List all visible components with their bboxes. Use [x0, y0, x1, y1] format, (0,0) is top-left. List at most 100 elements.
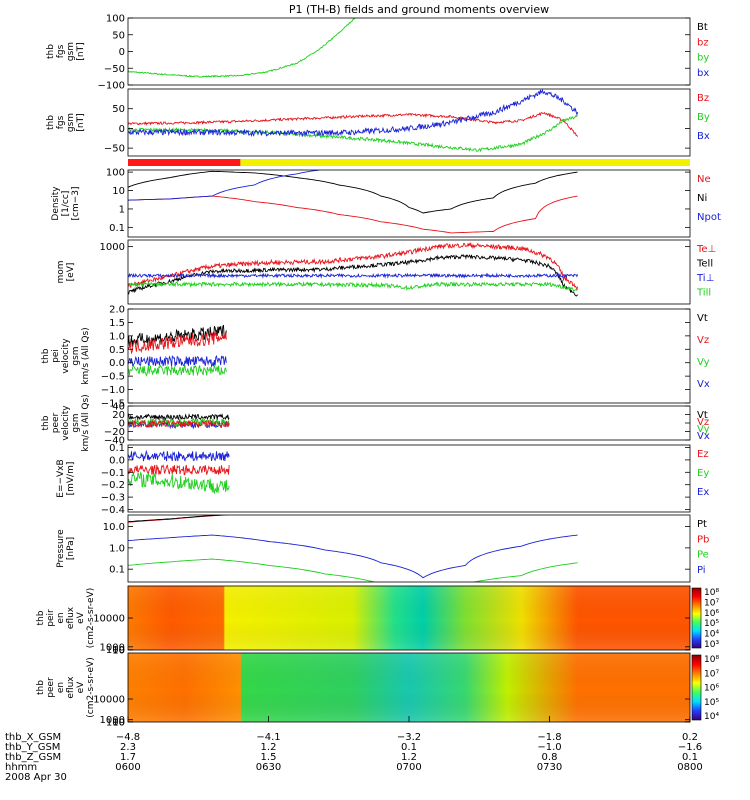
panel-p1: 100 50 0 −50 −100 thb fgs gsm [nT] Bt bz by bx [46, 14, 709, 92]
x-row-value: 0.2 [682, 732, 698, 743]
legend-entry: bz [697, 37, 709, 48]
panel-frame [127, 239, 691, 305]
y-tick-label: 0.0 [109, 358, 125, 369]
series-line-Vx [128, 354, 227, 368]
y-axis-label: pei [51, 349, 61, 363]
y-tick-label: 0 [119, 124, 125, 135]
y-axis-label: Pressure [56, 529, 66, 568]
y-tick-label: 50 [112, 30, 125, 41]
x-row-value: 0.1 [682, 752, 698, 763]
panel-p8: 10.0 1.0 0.1 Pressure [nPa] Pt Pb Pe Pi [56, 514, 709, 583]
series-line-Vz [128, 331, 227, 355]
legend-entry: Ti⊥ [696, 273, 714, 284]
y-tick-label: −40 [104, 436, 125, 447]
series-line-Bx [128, 89, 579, 138]
series-line-Vt [128, 413, 230, 421]
series-line-By [128, 115, 578, 153]
legend-entry: by [697, 53, 709, 64]
panel-frame [127, 169, 691, 238]
x-row-value: 0800 [677, 762, 702, 773]
y-axis-label: eV [76, 681, 86, 694]
x-row-value: −4.1 [256, 732, 280, 743]
colorbar [691, 587, 702, 649]
y-axis-label: gsm [71, 346, 81, 365]
x-row-value: 0700 [396, 762, 421, 773]
colorbar-tick-label: 10⁸ [704, 588, 719, 598]
x-row-label: hhmm [5, 762, 37, 773]
y-tick-label: 0 [119, 47, 125, 58]
y-tick-label: 20 [112, 410, 125, 421]
y-axis-label: [mV/m] [66, 462, 76, 496]
x-row-value: 0600 [115, 762, 140, 773]
colorbar-tick-label: 10⁵ [704, 698, 719, 708]
legend-entry: Ne [697, 174, 711, 185]
series-line-Ex [128, 449, 230, 462]
x-row-value: 1.7 [120, 752, 136, 763]
y-tick-label: 1.0 [109, 331, 125, 342]
series-line-Pt [128, 515, 229, 523]
y-axis-label: [nPa] [66, 537, 76, 560]
y-axis-label: en [56, 612, 66, 623]
series-line-Pi [128, 534, 578, 579]
legend-entry: Vt [697, 410, 708, 421]
y-tick-label: −0.3 [101, 493, 125, 504]
y-tick-label: 0.1 [109, 565, 125, 576]
x-row-value: 1.2 [401, 752, 417, 763]
y-tick-label: 0.1 [109, 223, 125, 234]
legend-entry: Ex [697, 487, 709, 498]
series-line-Bz [128, 111, 578, 137]
legend-entry: Npot [697, 212, 721, 223]
panel-p5: 2.0 1.5 1.0 0.5 0.0 −0.5 −1.0 −1.5 thb pei velocit… [41, 305, 710, 410]
y-tick-label: 0.0 [109, 455, 125, 466]
colorbar-tick-label: 10⁶ [704, 609, 719, 619]
y-axis-label: fgs [56, 44, 66, 58]
legend-entry: Vx [697, 431, 710, 442]
y-axis-label: fgs [56, 115, 66, 129]
y-axis-label: Density [51, 186, 61, 221]
y-axis-label: (cm2-s-sr-eV) [86, 588, 96, 648]
legend-entry: Pe [697, 550, 709, 561]
y-axis-label: eV [76, 611, 86, 624]
y-tick-label: 1 [119, 204, 125, 215]
x-row-value: −1.0 [537, 742, 561, 753]
colorbar-tick-label: 10³ [704, 640, 719, 650]
strip-segment [128, 159, 241, 166]
x-row-value: 0.8 [542, 752, 558, 763]
series-line-Npot [128, 170, 320, 201]
y-tick-label: 10000 [93, 614, 125, 625]
colorbar-tick-label: 10⁶ [704, 684, 719, 694]
series-line-Vz [128, 419, 230, 429]
y-tick-label: −20 [104, 427, 125, 438]
y-axis-label: mom [56, 260, 66, 283]
panel-p7: 0.10.0 −0.1−0.2 −0.3−0.4 E=−VxB [mV/m] Ez Ey Ex [56, 443, 709, 516]
legend-entry: Pt [697, 519, 707, 530]
series-line-Ti⊥ [128, 272, 579, 279]
panel-frame [127, 444, 691, 513]
chart-title: P1 (TH-B) fields and ground moments over… [289, 3, 549, 16]
y-tick-label: 10000 [93, 695, 125, 706]
colorbar-tick-label: 10⁴ [704, 630, 719, 640]
legend-entry: Vx [697, 379, 710, 390]
legend-entry: Vt [697, 313, 708, 324]
series-line-Ez [128, 464, 230, 476]
colorbar-tick-label: 10⁵ [704, 619, 719, 629]
y-tick-label: 0.5 [109, 345, 125, 356]
spectrogram-shading [128, 586, 690, 650]
legend-entry: Bt [697, 22, 708, 33]
colorbar [691, 654, 702, 721]
y-axis-label: thb [46, 44, 56, 59]
y-axis-label: eflux [66, 606, 76, 629]
y-axis-label: peer [46, 677, 56, 698]
legend-entry: Ez [697, 449, 709, 460]
legend-entry: Pi [697, 565, 706, 576]
x-row-value: 0630 [256, 762, 281, 773]
x-row-value: 0.1 [401, 742, 417, 753]
y-tick-label: −100 [98, 81, 125, 92]
y-axis-label: velocity [61, 405, 71, 441]
y-axis-label: [1/cc] [61, 191, 71, 217]
y-tick-label: −0.5 [101, 372, 125, 383]
y-tick-label: −1.0 [101, 385, 125, 396]
legend-entry: Vz [697, 335, 709, 346]
